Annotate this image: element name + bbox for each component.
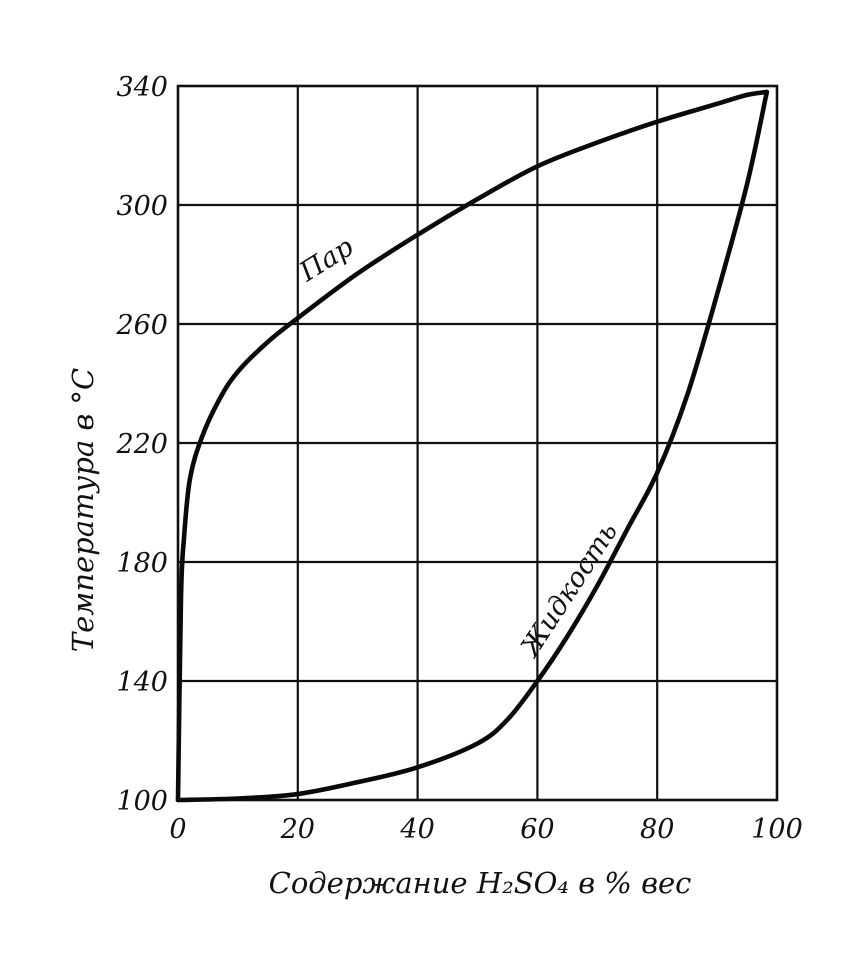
y-tick-label: 340 <box>116 72 168 103</box>
x-tick-label: 20 <box>280 814 315 845</box>
y-tick-labels: 100 140 180 220 260 300 340 <box>115 72 168 817</box>
plot-frame <box>176 84 779 802</box>
series-label-liquid: Жидкость <box>514 517 624 664</box>
y-tick-label: 140 <box>116 667 168 698</box>
y-tick-label: 220 <box>115 429 168 460</box>
x-tick-label: 40 <box>399 814 434 845</box>
vapor-curve <box>175 89 770 803</box>
x-tick-label: 60 <box>520 814 554 845</box>
grid-lines <box>178 86 777 800</box>
y-tick-label: 300 <box>116 191 168 222</box>
y-axis-title: Температура в °С <box>66 368 100 652</box>
x-axis-title: Содержание H₂SO₄ в % вес <box>269 866 692 900</box>
x-tick-label: 100 <box>751 814 803 845</box>
liquid-curve <box>175 89 770 803</box>
x-tick-label: 0 <box>169 814 186 845</box>
curves <box>175 89 770 803</box>
y-tick-label: 180 <box>116 548 168 579</box>
x-tick-label: 80 <box>640 814 674 845</box>
y-tick-label: 100 <box>116 786 168 817</box>
y-tick-label: 260 <box>115 310 168 341</box>
x-tick-labels: 0 20 40 60 80 100 <box>169 814 802 845</box>
